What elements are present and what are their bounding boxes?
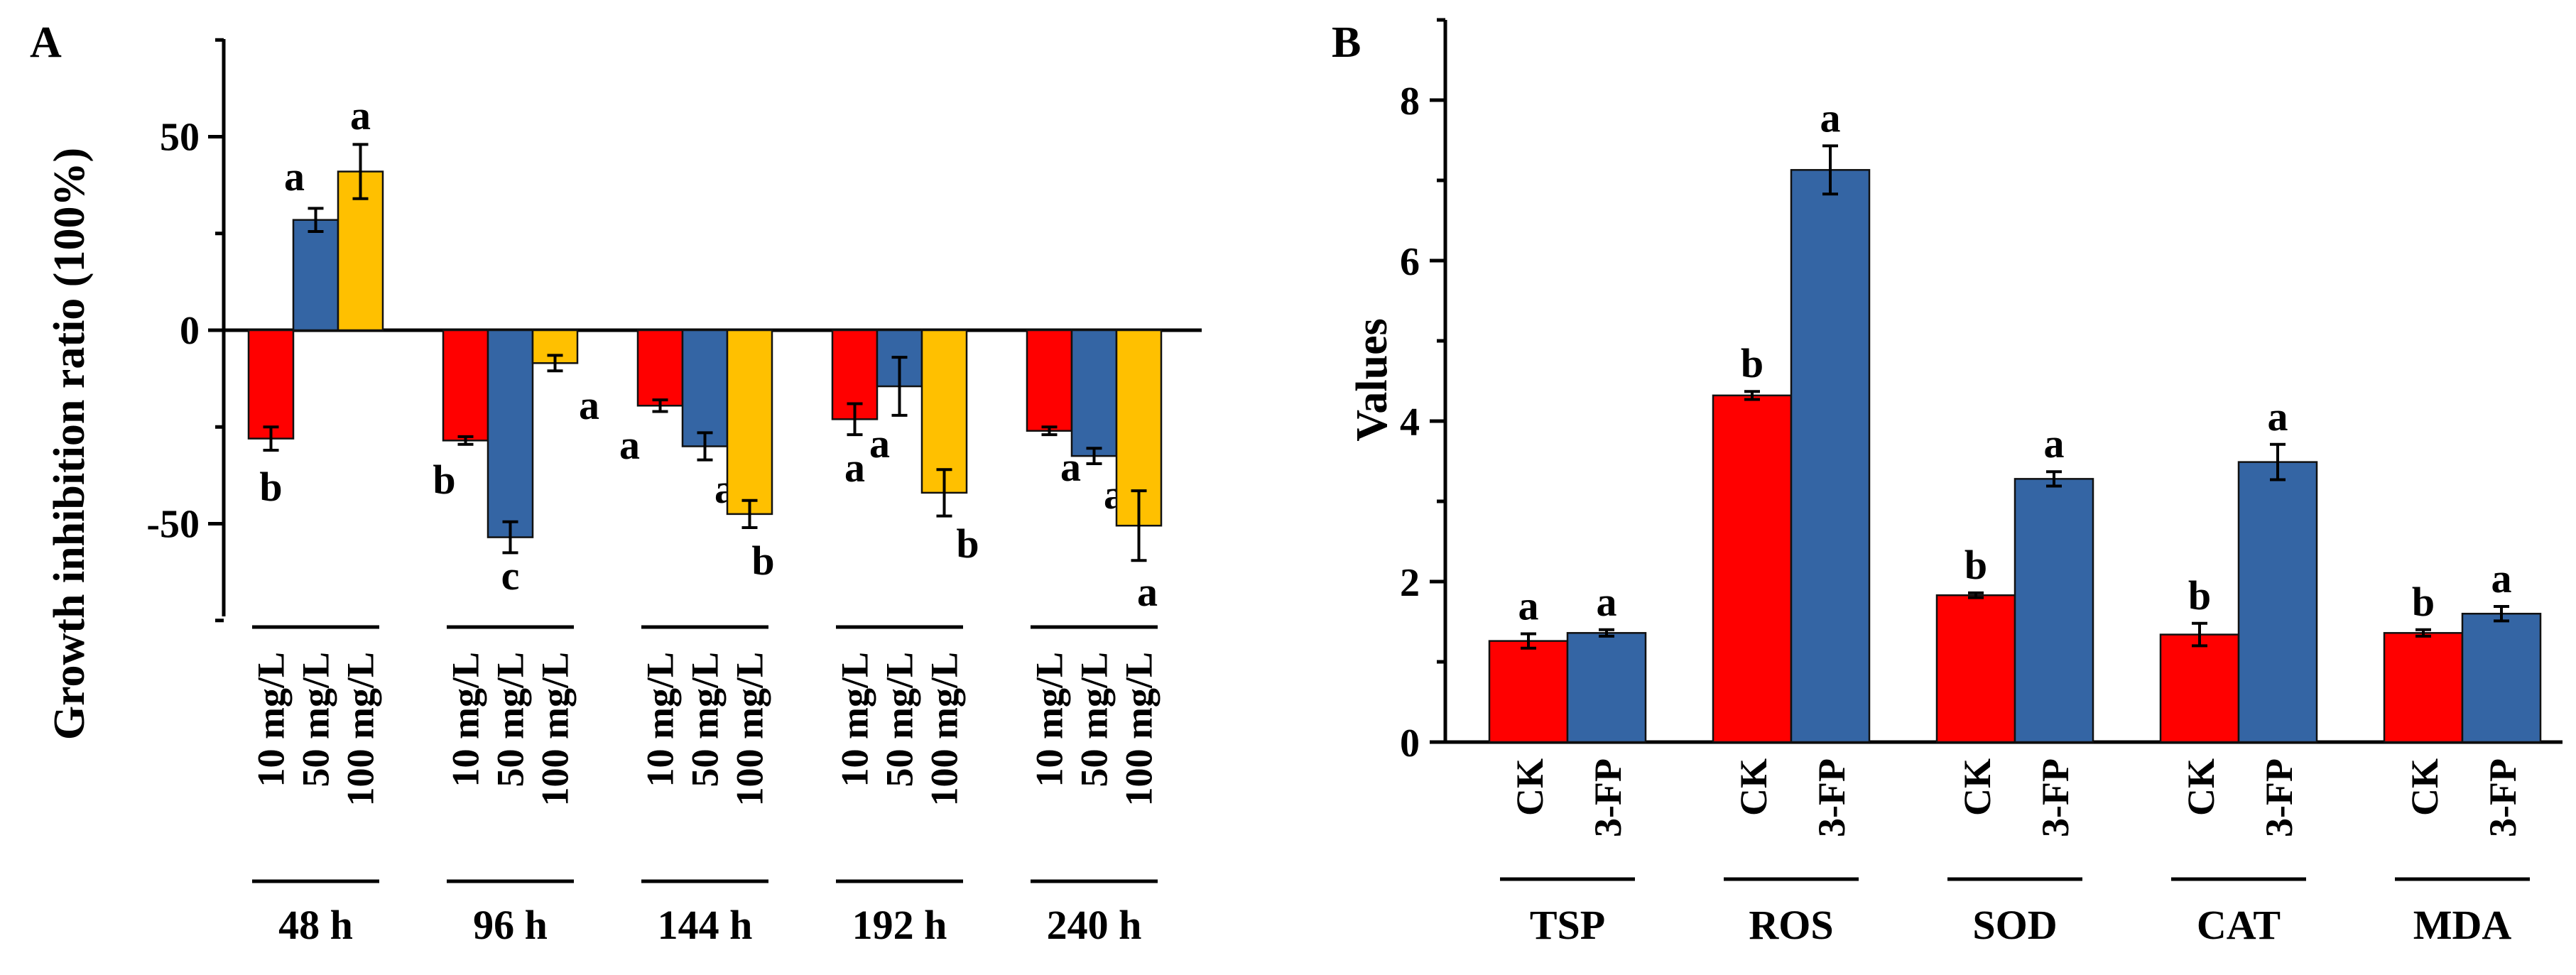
x-category-label-b: 3-FP <box>2034 758 2077 837</box>
panel-b-label: B <box>1332 18 1361 67</box>
x-category-label-a: 10 mg/L <box>445 652 487 788</box>
x-category-label-b: 3-FP <box>1810 758 1853 837</box>
bar-b <box>2237 461 2318 743</box>
bar-a <box>636 329 684 407</box>
x-group-label-a: 48 h <box>278 902 353 948</box>
significance-letter-a: b <box>433 457 455 503</box>
significance-letter-b: a <box>2268 393 2288 440</box>
x-group-label-b: ROS <box>1749 902 1833 948</box>
x-category-label-b: 3-FP <box>2258 758 2300 837</box>
x-category-label-a: 10 mg/L <box>250 652 293 788</box>
x-category-label-a: 10 mg/L <box>1028 652 1071 788</box>
x-category-label-b: CK <box>1509 758 1551 816</box>
significance-letter-a: b <box>956 521 979 567</box>
panel-b: B 0 2 4 6 8 Values a CK a 3-FP TSP b CK a 3-FP ROS b CK a 3… <box>1332 18 2563 948</box>
x-group-label-b: CAT <box>2197 902 2281 948</box>
significance-letter-b: a <box>1820 94 1841 141</box>
x-category-label-a: 50 mg/L <box>489 652 532 788</box>
significance-letter-a: b <box>751 538 774 584</box>
significance-letter-b: a <box>1597 579 1617 625</box>
bar-a <box>1070 329 1118 457</box>
significance-letter-a: a <box>619 422 640 468</box>
bar-b <box>1712 394 1793 743</box>
x-category-label-b: CK <box>1956 758 1999 816</box>
x-category-label-b: CK <box>2180 758 2222 816</box>
bar-b <box>2383 632 2464 743</box>
significance-letter-b: a <box>2044 420 2065 467</box>
x-category-label-a: 100 mg/L <box>729 652 771 807</box>
panel-a: A -50 0 50 Growth inhibition ratio (100%) b 1… <box>30 18 1202 948</box>
y-tick-label-b: 4 <box>1400 401 1420 445</box>
significance-letter-b: b <box>1741 340 1763 386</box>
x-category-label-b: CK <box>2403 758 2446 816</box>
x-category-label-a: 100 mg/L <box>534 652 577 807</box>
x-category-label-a: 10 mg/L <box>639 652 682 788</box>
y-tick-label-b: 0 <box>1400 721 1420 766</box>
panel-a-label: A <box>30 18 62 67</box>
significance-letter-a: a <box>844 445 865 491</box>
x-category-label-b: 3-FP <box>2482 758 2524 837</box>
bar-b <box>2159 633 2240 743</box>
significance-letter-a: b <box>259 464 282 510</box>
x-category-label-b: CK <box>1732 758 1775 816</box>
significance-letter-a: a <box>284 153 305 200</box>
bar-a <box>1026 329 1073 432</box>
bar-a <box>726 329 773 516</box>
x-group-label-a: 96 h <box>473 902 548 948</box>
significance-letter-a: a <box>579 382 599 428</box>
significance-letter-b: a <box>2491 555 2512 601</box>
x-group-label-b: SOD <box>1972 902 2057 948</box>
bar-a <box>292 219 339 332</box>
significance-letter-a: a <box>350 92 371 138</box>
bar-a <box>487 329 534 538</box>
bar-a <box>681 329 729 447</box>
significance-letter-b: b <box>2188 572 2211 619</box>
significance-letter-b: a <box>1518 582 1539 628</box>
y-axis-title-a: Growth inhibition ratio (100%) <box>45 148 94 740</box>
bar-b <box>1935 594 2016 743</box>
significance-letter-a: a <box>869 420 890 467</box>
significance-letter-a: c <box>501 552 520 599</box>
x-category-label-a: 10 mg/L <box>834 652 876 788</box>
x-group-label-a: 144 h <box>658 902 753 948</box>
significance-letter-b: b <box>1964 542 1987 588</box>
y-tick-label-b: 6 <box>1400 240 1420 284</box>
x-category-label-b: 3-FP <box>1587 758 1629 837</box>
x-category-label-a: 100 mg/L <box>1118 652 1161 807</box>
bar-b <box>1566 632 1647 743</box>
bar-b <box>2461 612 2542 743</box>
y-tick-label-a: 0 <box>180 309 200 353</box>
bar-b <box>1790 169 1871 743</box>
bar-b <box>2013 478 2094 743</box>
bar-a <box>442 329 489 442</box>
y-tick-label-a: -50 <box>146 503 200 547</box>
y-tick-label-b: 2 <box>1400 561 1420 605</box>
x-category-label-a: 100 mg/L <box>339 652 382 807</box>
x-group-label-b: TSP <box>1530 902 1605 948</box>
x-category-label-a: 50 mg/L <box>1073 652 1116 788</box>
x-category-label-a: 100 mg/L <box>923 652 966 807</box>
x-group-label-b: MDA <box>2413 902 2512 948</box>
y-tick-label-b: 8 <box>1400 80 1420 124</box>
significance-letter-b: b <box>2412 579 2435 625</box>
bar-a <box>247 329 295 440</box>
x-group-label-a: 240 h <box>1047 902 1142 948</box>
x-category-label-a: 50 mg/L <box>879 652 921 788</box>
x-category-label-a: 50 mg/L <box>684 652 727 788</box>
bar-b <box>1488 640 1569 743</box>
y-axis-title-b: Values <box>1348 318 1396 441</box>
x-group-label-a: 192 h <box>852 902 947 948</box>
y-tick-label-a: 50 <box>160 116 200 160</box>
x-category-label-a: 50 mg/L <box>295 652 337 788</box>
significance-letter-a: a <box>1137 569 1158 615</box>
